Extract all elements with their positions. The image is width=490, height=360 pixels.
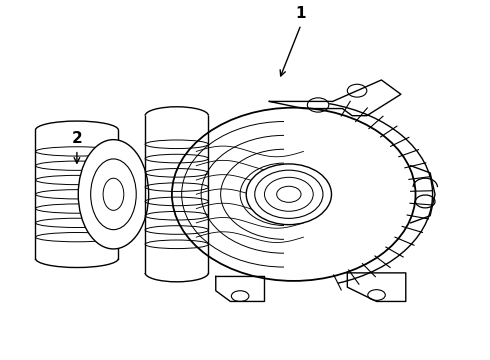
Text: 2: 2 [72, 131, 82, 146]
Ellipse shape [172, 108, 416, 281]
Ellipse shape [246, 164, 331, 225]
Ellipse shape [277, 186, 301, 202]
Ellipse shape [78, 140, 148, 249]
Ellipse shape [103, 178, 124, 210]
Text: 1: 1 [296, 6, 306, 21]
